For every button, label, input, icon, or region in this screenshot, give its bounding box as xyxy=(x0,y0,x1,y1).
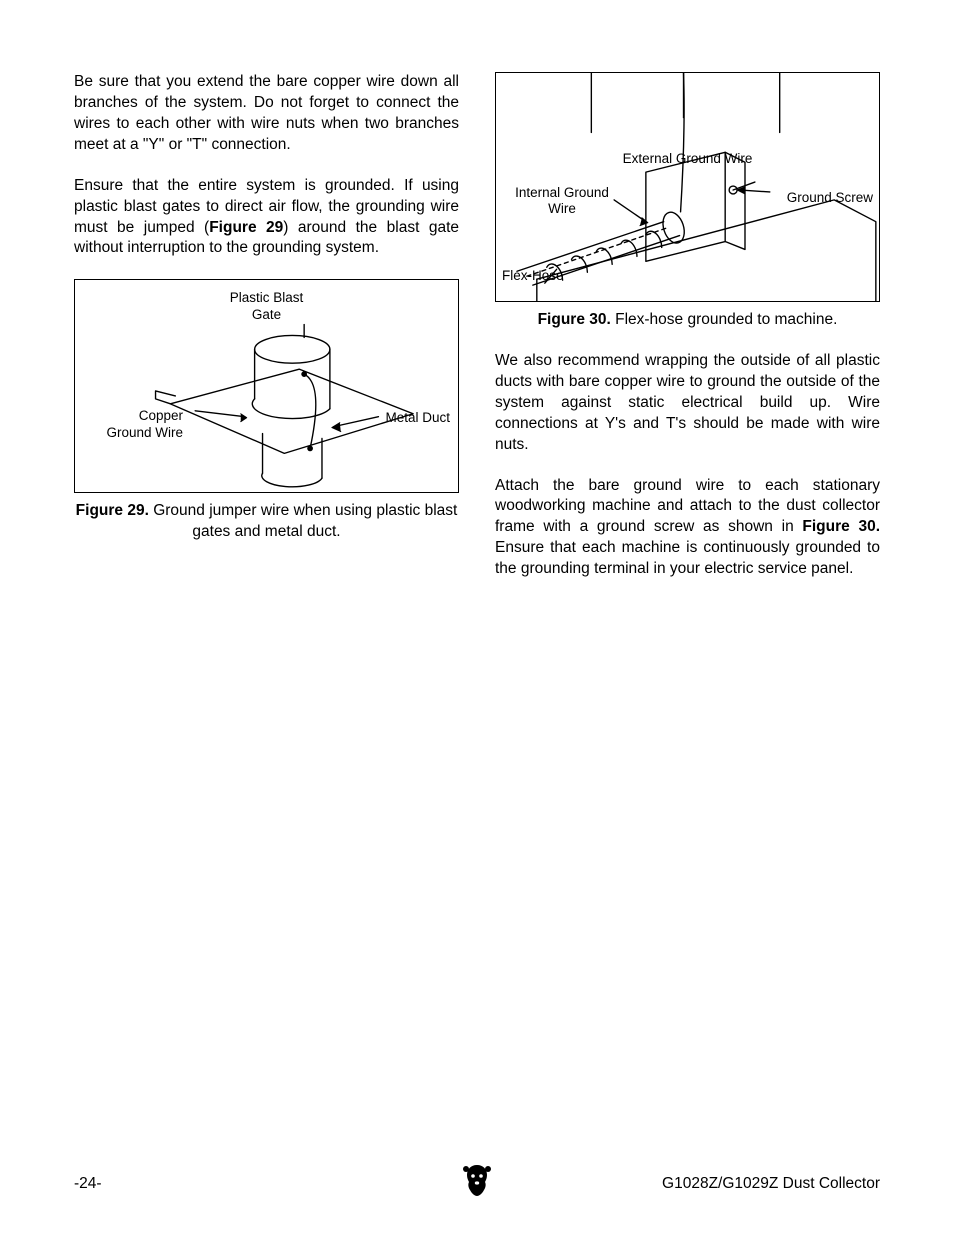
fig29-label-right: Metal Duct xyxy=(385,410,450,426)
fig30-cap-rest: Flex-hose grounded to machine. xyxy=(611,311,838,328)
fig30-cap-bold: Figure 30. xyxy=(538,311,611,328)
para-right-2c: Ensure that each machine is continuously… xyxy=(495,539,880,577)
page: Be sure that you extend the bare copper … xyxy=(0,0,954,1235)
fig29-cap-rest: Ground jumper wire when using plastic bl… xyxy=(149,502,457,540)
figure-29-box: Plastic BlastGate CopperGround Wire Meta… xyxy=(74,279,459,493)
para-right-2: Attach the bare ground wire to each stat… xyxy=(495,476,880,581)
fig29-label-top: Plastic BlastGate xyxy=(75,290,458,322)
page-number: -24- xyxy=(74,1175,102,1193)
page-footer: -24- G1028Z/G1029Z Dust Collector xyxy=(74,1153,880,1193)
figure-30-box: External Ground Wire Internal GroundWire… xyxy=(495,72,880,302)
bear-logo-icon xyxy=(462,1163,492,1197)
fig29-label-left: CopperGround Wire xyxy=(83,408,183,440)
right-column: External Ground Wire Internal GroundWire… xyxy=(495,72,880,600)
left-column: Be sure that you extend the bare copper … xyxy=(74,72,459,600)
fig30-label-flex: Flex-Hose xyxy=(502,268,564,284)
fig29-ref: Figure 29 xyxy=(209,219,283,236)
fig30-label-screw: Ground Screw xyxy=(787,190,873,206)
figure-29-caption: Figure 29. Ground jumper wire when using… xyxy=(74,501,459,543)
two-column-layout: Be sure that you extend the bare copper … xyxy=(74,72,880,600)
figure-30-caption: Figure 30. Flex-hose grounded to machine… xyxy=(495,310,880,331)
fig30-label-ext: External Ground Wire xyxy=(496,151,879,167)
para-left-2: Ensure that the entire system is grounde… xyxy=(74,176,459,260)
fig30-label-int: Internal GroundWire xyxy=(502,185,622,217)
doc-title: G1028Z/G1029Z Dust Collector xyxy=(662,1175,880,1193)
para-right-1: We also recommend wrapping the outside o… xyxy=(495,351,880,456)
fig30-ref: Figure 30. xyxy=(802,518,880,535)
fig29-cap-bold: Figure 29. xyxy=(76,502,149,519)
para-left-1: Be sure that you extend the bare copper … xyxy=(74,72,459,156)
